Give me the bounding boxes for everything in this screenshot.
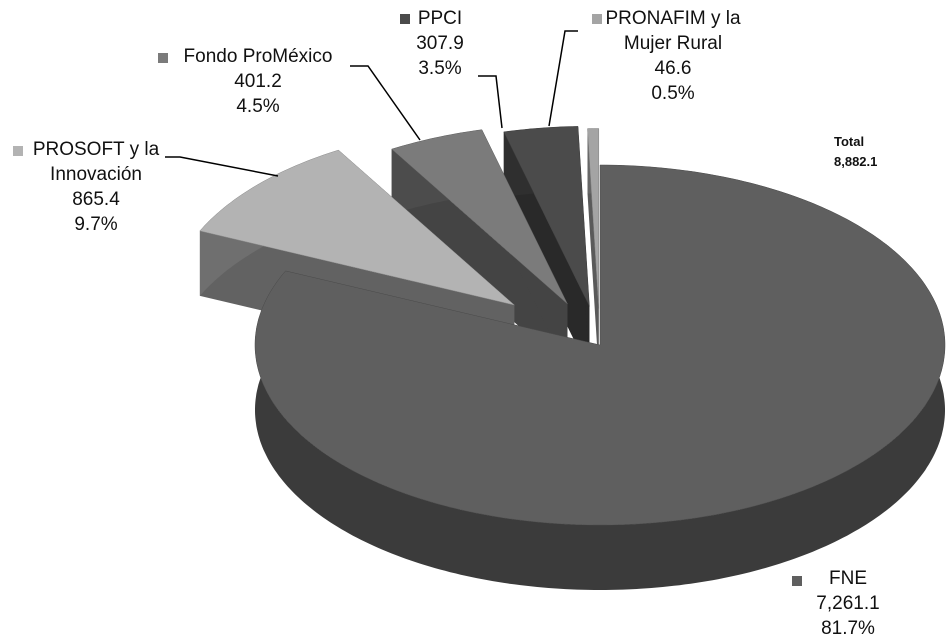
legend-swatch (158, 53, 168, 63)
category-label: PPCI (417, 8, 463, 29)
slice-label: Fondo ProMéxico 401.2 4.5% (168, 44, 348, 119)
leader-line (165, 156, 279, 177)
value-label: 401.2 (234, 71, 282, 92)
legend-swatch (792, 576, 802, 586)
percent-label: 0.5% (651, 83, 695, 104)
slice-label: PPCI 307.9 3.5% (400, 6, 480, 81)
slice-wall (391, 149, 568, 369)
category-label: PRONAFIM y la Mujer Rural (605, 8, 741, 54)
value-label: 46.6 (654, 58, 692, 79)
total-label: Total (834, 134, 865, 149)
pie-slice (503, 126, 590, 307)
pie-slice (199, 149, 515, 306)
total-value: 8,882.1 (834, 154, 878, 169)
leader-line (350, 65, 421, 141)
legend-swatch (592, 14, 602, 24)
pie-slice (391, 129, 568, 305)
value-label: 7,261.1 (816, 593, 880, 614)
leader-line (548, 30, 578, 127)
pie-slice (587, 128, 600, 309)
category-label: Fondo ProMéxico (183, 46, 333, 67)
slice-label: PROSOFT y la Innovación 865.4 9.7% (29, 137, 164, 237)
category-label: PROSOFT y la Innovación (32, 139, 160, 185)
value-label: 307.9 (416, 33, 464, 54)
percent-label: 3.5% (418, 58, 462, 79)
legend-swatch (13, 146, 23, 156)
percent-label: 4.5% (236, 96, 280, 117)
value-label: 865.4 (72, 189, 120, 210)
percent-label: 81.7% (821, 618, 875, 639)
leader-line (478, 75, 503, 129)
slice-label: FNE 7,261.1 81.7% (788, 566, 908, 641)
pie-slice (254, 164, 946, 526)
category-label: FNE (829, 568, 867, 589)
percent-label: 9.7% (74, 214, 118, 235)
legend-swatch (400, 14, 410, 24)
slice-label: PRONAFIM y la Mujer Rural 46.6 0.5% (593, 6, 753, 106)
